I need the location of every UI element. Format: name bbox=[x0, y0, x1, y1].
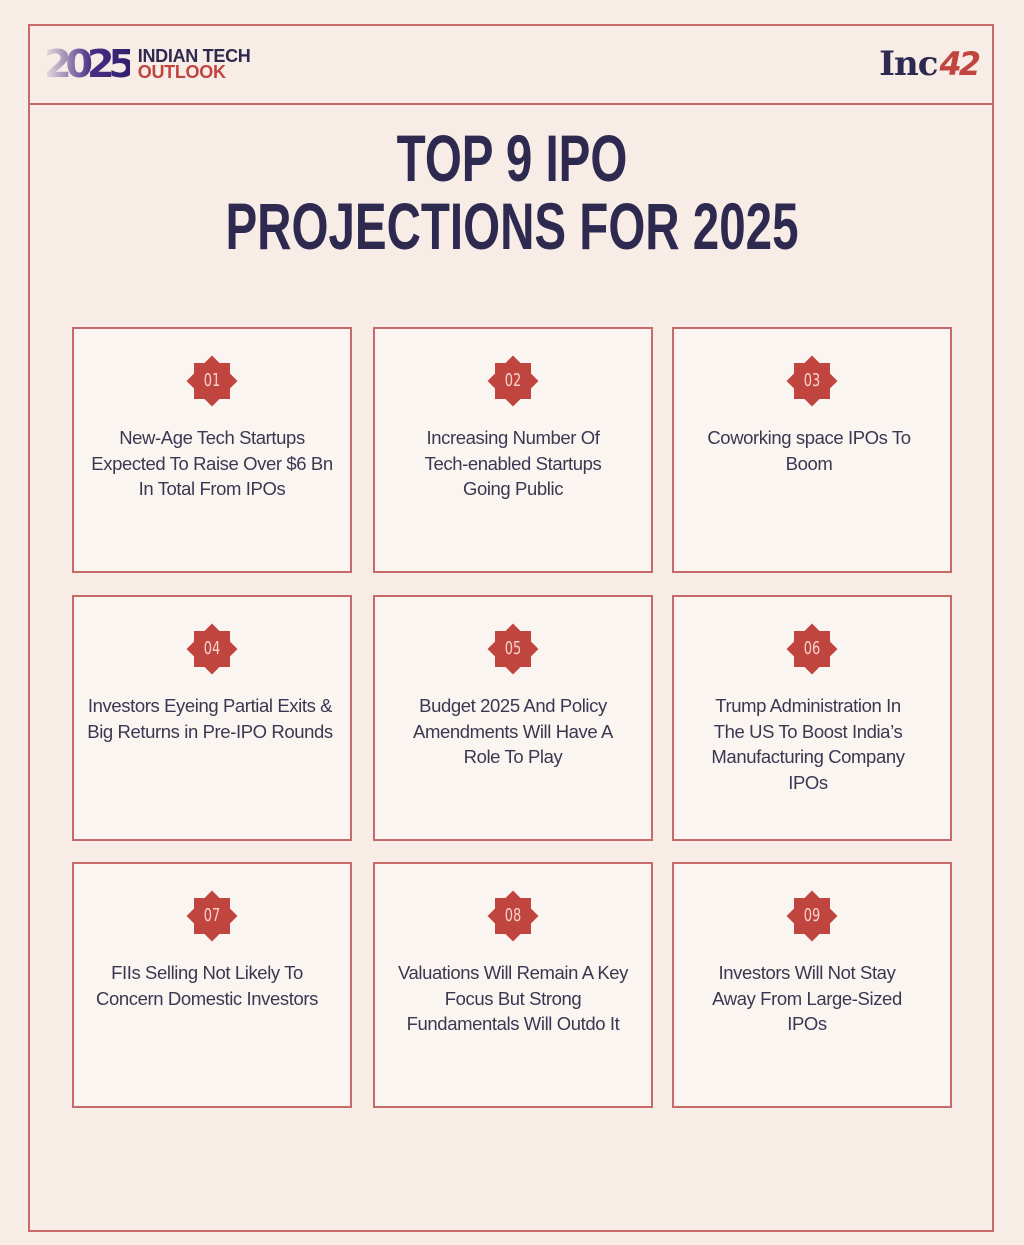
projection-card-08: 08 Valuations Will Remain A Key Focus Bu… bbox=[373, 862, 653, 1108]
badge-number: 06 bbox=[803, 638, 821, 659]
card-text: Investors Eyeing Partial Exits & Big Ret… bbox=[87, 695, 333, 742]
badge-number: 05 bbox=[504, 638, 522, 659]
badge-number: 02 bbox=[504, 370, 522, 391]
badge-number: 03 bbox=[803, 370, 821, 391]
star-badge-icon: 09 bbox=[786, 890, 838, 942]
title-line-2: PROJECTIONS FOR 2025 bbox=[225, 189, 799, 263]
projection-card-06: 06 Trump Administration In The US To Boo… bbox=[672, 595, 952, 841]
infographic-frame: 2025 INDIAN TECH OUTLOOK Inc 42 bbox=[28, 24, 994, 1232]
badge-number: 04 bbox=[203, 638, 221, 659]
page-title: TOP 9 IPO PROJECTIONS FOR 2025 bbox=[0, 124, 1024, 260]
header: 2025 INDIAN TECH OUTLOOK Inc 42 bbox=[30, 26, 992, 105]
card-text: Budget 2025 And Policy Amendments Will H… bbox=[413, 695, 613, 768]
brand-line-2: OUTLOOK bbox=[137, 62, 226, 82]
card-text: Increasing Number Of Tech-enabled Startu… bbox=[424, 427, 602, 500]
star-badge-icon: 01 bbox=[186, 355, 238, 407]
brand-line-1: INDIAN TECH bbox=[137, 46, 251, 66]
card-text: Investors Will Not Stay Away From Large-… bbox=[712, 962, 902, 1035]
card-text: Trump Administration In The US To Boost … bbox=[711, 695, 905, 793]
star-badge-icon: 02 bbox=[487, 355, 539, 407]
inc42-logo: Inc 42 bbox=[879, 44, 981, 84]
title-line-1: TOP 9 IPO bbox=[396, 121, 628, 195]
projection-card-03: 03 Coworking space IPOs To Boom bbox=[672, 327, 952, 573]
badge-number: 09 bbox=[803, 905, 821, 926]
star-badge-icon: 07 bbox=[186, 890, 238, 942]
star-badge-icon: 05 bbox=[487, 623, 539, 675]
brand-year: 2025 bbox=[43, 42, 136, 86]
badge-number: 07 bbox=[203, 905, 221, 926]
publisher-number: 42 bbox=[939, 45, 980, 83]
publisher-word: Inc bbox=[879, 44, 938, 84]
projection-card-05: 05 Budget 2025 And Policy Amendments Wil… bbox=[373, 595, 653, 841]
card-text: Coworking space IPOs To Boom bbox=[707, 427, 911, 474]
projection-card-02: 02 Increasing Number Of Tech-enabled Sta… bbox=[373, 327, 653, 573]
badge-number: 01 bbox=[203, 370, 221, 391]
star-badge-icon: 08 bbox=[487, 890, 539, 942]
badge-number: 08 bbox=[504, 905, 522, 926]
card-text: FIIs Selling Not Likely To Concern Domes… bbox=[96, 962, 318, 1009]
brand-text: INDIAN TECH OUTLOOK bbox=[137, 46, 251, 82]
projection-card-09: 09 Investors Will Not Stay Away From Lar… bbox=[672, 862, 952, 1108]
card-text: New-Age Tech Startups Expected To Raise … bbox=[91, 427, 333, 500]
star-badge-icon: 04 bbox=[186, 623, 238, 675]
projection-card-01: 01 New-Age Tech Startups Expected To Rai… bbox=[72, 327, 352, 573]
card-text: Valuations Will Remain A Key Focus But S… bbox=[397, 962, 629, 1035]
star-badge-icon: 06 bbox=[786, 623, 838, 675]
indian-tech-outlook-logo: 2025 INDIAN TECH OUTLOOK bbox=[43, 42, 251, 86]
projection-card-07: 07 FIIs Selling Not Likely To Concern Do… bbox=[72, 862, 352, 1108]
star-badge-icon: 03 bbox=[786, 355, 838, 407]
projection-card-04: 04 Investors Eyeing Partial Exits & Big … bbox=[72, 595, 352, 841]
